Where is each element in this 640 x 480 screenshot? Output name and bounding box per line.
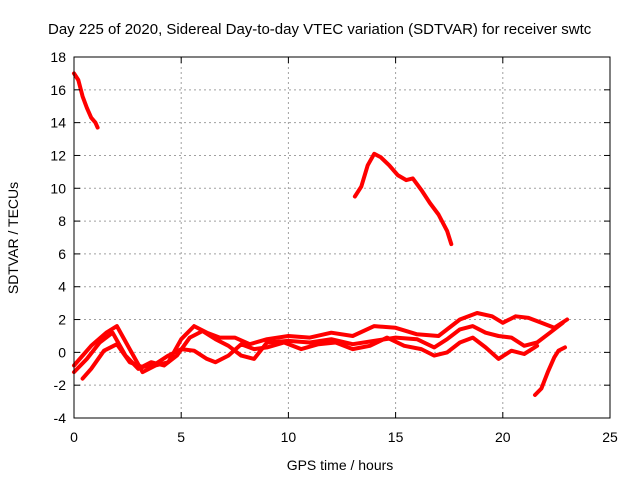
series-trace-6 xyxy=(533,345,567,397)
series-trace-5 xyxy=(80,335,540,381)
chart-title: Day 225 of 2020, Sidereal Day-to-day VTE… xyxy=(48,21,592,38)
y-tick-label: 8 xyxy=(58,213,66,229)
x-tick-label: 0 xyxy=(70,429,78,445)
x-tick-label: 25 xyxy=(602,429,618,445)
y-tick-label: -4 xyxy=(54,410,67,426)
y-tick-label: 10 xyxy=(50,180,66,196)
series-trace-3 xyxy=(72,311,570,375)
plot-frame xyxy=(73,56,611,419)
y-tick-label: -2 xyxy=(54,377,67,393)
x-axis-label: GPS time / hours xyxy=(287,457,394,473)
y-tick-label: 4 xyxy=(58,279,66,295)
grid xyxy=(74,57,610,418)
y-axis-label: SDTVAR / TECUs xyxy=(5,182,21,294)
y-tick-label: 14 xyxy=(50,115,66,131)
y-tick-label: 0 xyxy=(58,344,66,360)
y-tick-label: 16 xyxy=(50,82,66,98)
x-tick-label: 5 xyxy=(177,429,185,445)
y-tick-label: 12 xyxy=(50,147,66,163)
x-tick-label: 15 xyxy=(388,429,404,445)
axis-ticks: -4 -2 0 2 4 6 8 10 12 14 16 18 0 5 10 15 20 25 xyxy=(50,49,618,445)
y-tick-label: 18 xyxy=(50,49,66,65)
series-group xyxy=(72,71,570,397)
x-tick-label: 10 xyxy=(281,429,297,445)
y-tick-label: 6 xyxy=(58,246,66,262)
series-trace-2 xyxy=(352,151,454,247)
series-trace-1 xyxy=(72,71,100,130)
y-tick-label: 2 xyxy=(58,312,66,328)
x-tick-label: 20 xyxy=(495,429,511,445)
